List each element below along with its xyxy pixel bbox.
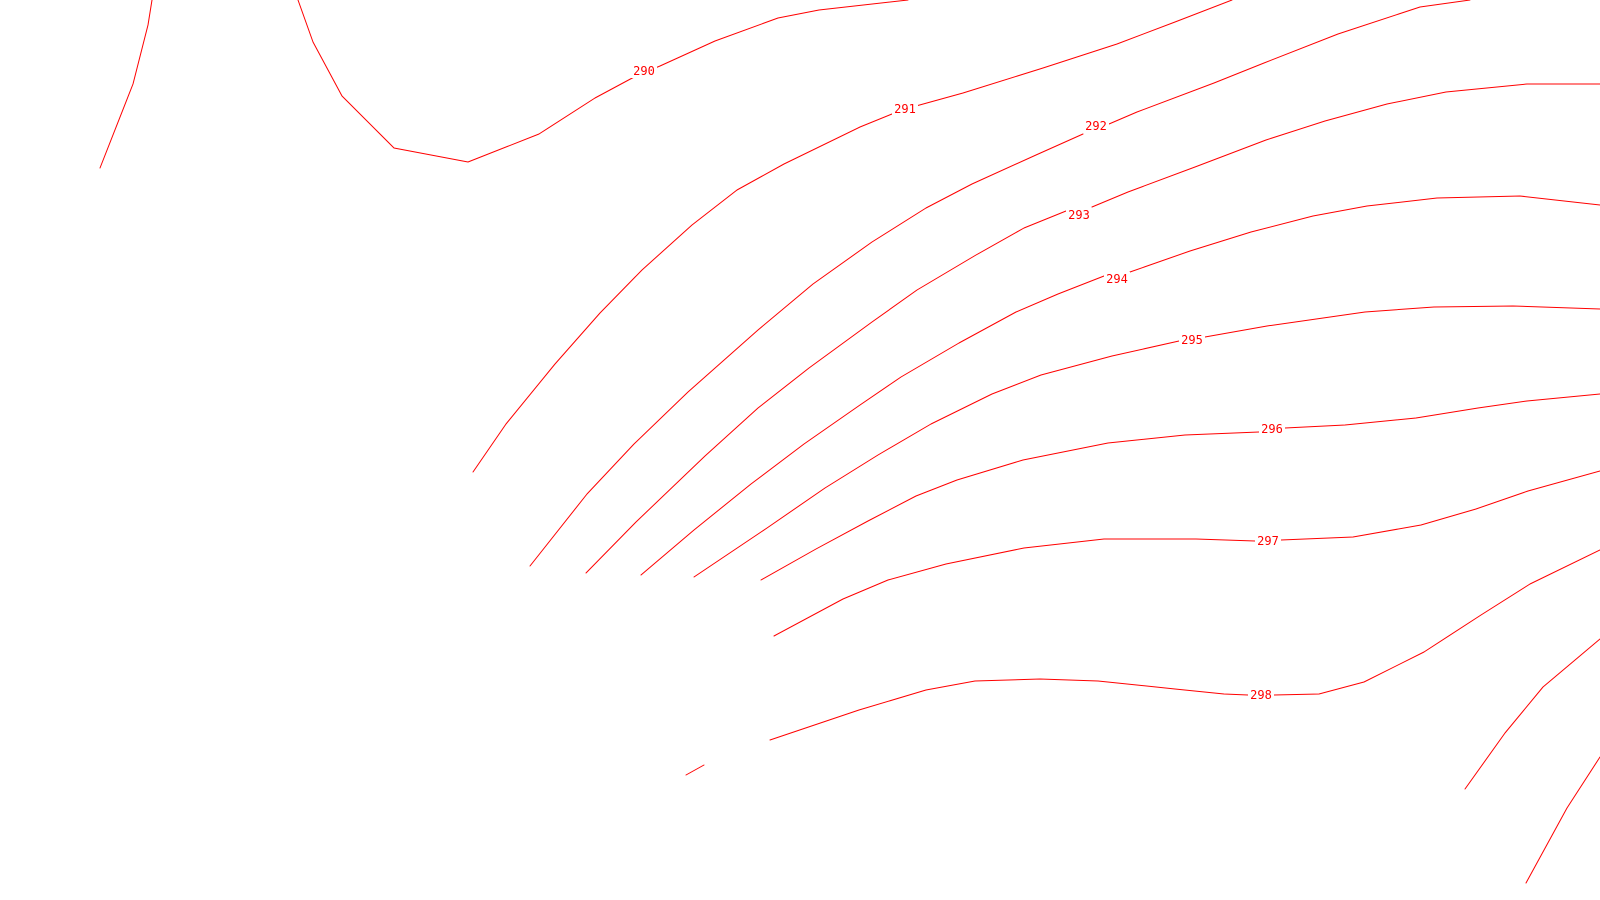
contour-line-fragment-right-2 xyxy=(1525,756,1600,884)
contour-group-291: 291 xyxy=(472,0,1233,473)
contour-label-294: 294 xyxy=(1106,272,1128,286)
contour-label-bg-291 xyxy=(892,102,918,116)
contour-label-bg-293 xyxy=(1066,208,1092,222)
contour-label-293: 293 xyxy=(1068,208,1090,222)
contour-label-296: 296 xyxy=(1261,422,1283,436)
contour-group-295: 295 xyxy=(693,305,1600,578)
contour-group-292: 292 xyxy=(529,0,1471,567)
contour-line-296 xyxy=(760,393,1600,581)
contour-label-bg-294 xyxy=(1104,272,1130,286)
contour-line-291 xyxy=(472,0,1233,473)
contour-label-297: 297 xyxy=(1257,534,1279,548)
contour-label-bg-296 xyxy=(1259,422,1285,436)
contour-label-bg-297 xyxy=(1255,534,1281,548)
contour-line-292 xyxy=(529,0,1471,567)
contour-group-294: 294 xyxy=(640,195,1600,576)
contour-line-fragment-short xyxy=(685,764,705,776)
contour-label-291: 291 xyxy=(894,102,916,116)
contour-group-290: 290 xyxy=(297,0,909,163)
contour-group-298: 298 xyxy=(769,549,1600,741)
contour-label-bg-295 xyxy=(1179,333,1205,347)
contour-label-298: 298 xyxy=(1250,688,1272,702)
contour-line-297 xyxy=(773,470,1600,637)
contour-line-294 xyxy=(640,195,1600,576)
contour-line-293 xyxy=(585,83,1600,574)
contour-label-290: 290 xyxy=(633,64,655,78)
contour-group-293: 293 xyxy=(585,83,1600,574)
contour-group-297: 297 xyxy=(773,470,1600,637)
contour-label-bg-290 xyxy=(631,64,657,78)
contour-line-295 xyxy=(693,305,1600,578)
contour-label-bg-298 xyxy=(1248,688,1274,702)
contour-label-292: 292 xyxy=(1085,119,1107,133)
contour-label-bg-292 xyxy=(1083,119,1109,133)
contour-group-296: 296 xyxy=(760,393,1600,581)
contour-line-290 xyxy=(297,0,909,163)
contour-label-295: 295 xyxy=(1181,333,1203,347)
contour-line-fragment-right-1 xyxy=(1464,638,1600,790)
contour-line-fragment-left xyxy=(99,0,153,169)
contour-fragments xyxy=(99,0,1600,884)
contour-line-298 xyxy=(769,549,1600,741)
